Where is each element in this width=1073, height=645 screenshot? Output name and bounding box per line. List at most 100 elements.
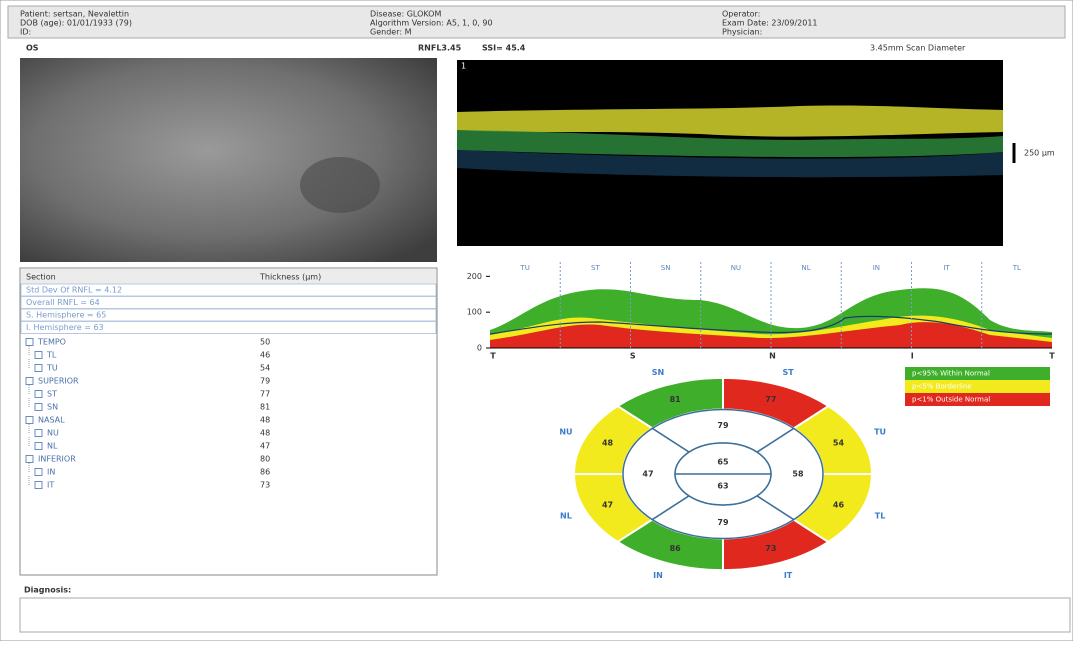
quadrant-value: 47: [642, 470, 653, 479]
sector-name: NL: [560, 511, 572, 520]
diagnosis-box[interactable]: [20, 598, 1070, 632]
child-name: ST: [47, 390, 57, 399]
sector-value: 77: [765, 395, 776, 404]
sector-label: ST: [591, 264, 600, 272]
sector-name: SN: [652, 368, 664, 377]
tree-toggle: [35, 469, 42, 476]
group-value: 79: [260, 377, 270, 386]
sector-label: NU: [731, 264, 741, 272]
group-name: TEMPO: [37, 338, 66, 347]
group-name: SUPERIOR: [38, 377, 79, 386]
tree-toggle: [26, 339, 33, 346]
eye: OS: [26, 44, 39, 53]
child-value: 47: [260, 442, 270, 451]
sector-value: 86: [670, 544, 682, 553]
sector-name: ST: [782, 368, 794, 377]
tree-toggle: [35, 352, 42, 359]
sector-value: 47: [602, 500, 613, 509]
tree-toggle: [26, 417, 33, 424]
oct-index: 1: [461, 62, 466, 71]
legend-label: p<5% Borderline: [912, 383, 972, 391]
child-value: 48: [260, 429, 270, 438]
child-name: SN: [47, 403, 58, 412]
rnfl: RNFL3.45: [418, 44, 462, 53]
sector-label: IT: [943, 264, 950, 272]
table-header: [21, 269, 436, 284]
x-label: I: [911, 352, 914, 361]
tree-toggle: [35, 365, 42, 372]
gender: Gender: M: [370, 28, 412, 37]
tree-toggle: [26, 456, 33, 463]
dob: DOB (age): 01/01/1933 (79): [20, 19, 132, 28]
tree-toggle: [35, 443, 42, 450]
quadrant-value: 79: [717, 421, 729, 430]
child-value: 54: [260, 364, 270, 373]
id: ID:: [20, 28, 31, 37]
scan-diameter: 3.45mm Scan Diameter: [870, 44, 966, 53]
col-header: Section: [26, 273, 56, 282]
y-tick-label: 0: [477, 344, 482, 353]
child-value: 81: [260, 403, 270, 412]
x-label: T: [1049, 352, 1055, 361]
disease: Disease: GLOKOM: [370, 10, 441, 19]
col-header: Thickness (µm): [259, 273, 321, 282]
x-label: T: [490, 352, 496, 361]
summary-text: Overall RNFL = 64: [26, 298, 100, 307]
child-name: NU: [47, 429, 59, 438]
group-name: INFERIOR: [38, 455, 76, 464]
child-value: 77: [260, 390, 270, 399]
scale-label: 250 µm: [1024, 149, 1055, 158]
sector-name: IT: [784, 571, 793, 580]
physician: Physician:: [722, 28, 762, 37]
sector-value: 46: [833, 500, 845, 509]
tree-toggle: [35, 391, 42, 398]
group-name: NASAL: [38, 416, 65, 425]
tree-toggle: [35, 430, 42, 437]
exam-date: Exam Date: 23/09/2011: [722, 19, 818, 28]
sector-name: NU: [559, 428, 572, 437]
summary-text: Std Dev Of RNFL = 4.12: [26, 286, 122, 295]
sector-name: IN: [653, 571, 663, 580]
sector-value: 48: [602, 439, 614, 448]
quadrant-value: 79: [717, 518, 729, 527]
x-label: S: [630, 352, 636, 361]
sector-label: SN: [661, 264, 671, 272]
summary-text: I. Hemisphere = 63: [26, 323, 104, 332]
center-value: 63: [717, 482, 728, 491]
tree-toggle: [35, 404, 42, 411]
child-name: IT: [47, 481, 54, 490]
sector-value: 73: [765, 544, 776, 553]
ssi: SSI= 45.4: [482, 44, 526, 53]
sector-label: TU: [519, 264, 529, 272]
report: Patient: sertsan, Nevalettin DOB (age): …: [0, 0, 1073, 641]
x-label: N: [769, 352, 776, 361]
sector-value: 54: [833, 439, 845, 448]
child-name: NL: [47, 442, 58, 451]
child-name: TL: [46, 351, 57, 360]
child-value: 86: [260, 468, 270, 477]
summary-text: S. Hemisphere = 65: [26, 311, 106, 320]
operator: Operator:: [722, 10, 760, 19]
center-value: 65: [717, 458, 729, 467]
quadrant-value: 58: [792, 470, 804, 479]
group-value: 48: [260, 416, 270, 425]
child-name: IN: [47, 468, 55, 477]
algorithm: Algorithm Version: A5, 1, 0, 90: [370, 19, 493, 28]
patient: Patient: sertsan, Nevalettin: [20, 10, 129, 19]
tree-toggle: [26, 378, 33, 385]
child-name: TU: [46, 364, 58, 373]
legend-label: p<95% Within Normal: [912, 370, 990, 378]
group-value: 50: [260, 338, 270, 347]
sector-label: TL: [1012, 264, 1021, 272]
sector-name: TL: [875, 511, 886, 520]
sector-label: IN: [873, 264, 880, 272]
group-value: 80: [260, 455, 270, 464]
header-bar: [8, 6, 1065, 38]
y-tick-label: 100: [467, 308, 482, 317]
child-value: 46: [260, 351, 270, 360]
sector-value: 81: [670, 395, 682, 404]
sector-name: TU: [874, 428, 886, 437]
child-value: 73: [260, 481, 270, 490]
tree-toggle: [35, 482, 42, 489]
optic-shadow: [300, 157, 380, 213]
